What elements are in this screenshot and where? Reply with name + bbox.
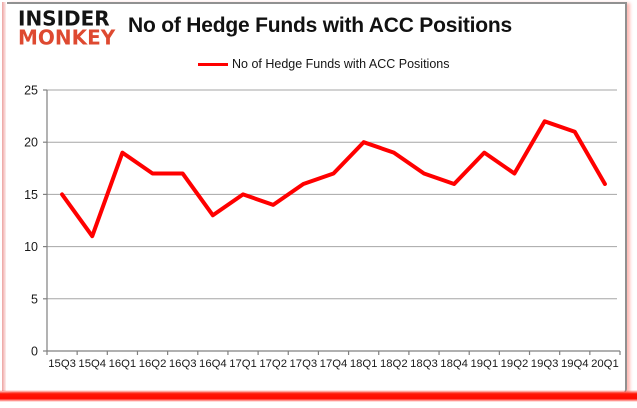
svg-text:19Q2: 19Q2 — [501, 358, 529, 370]
legend-label: No of Hedge Funds with ACC Positions — [232, 57, 450, 71]
svg-text:18Q1: 18Q1 — [350, 358, 378, 370]
svg-text:17Q4: 17Q4 — [320, 358, 348, 370]
svg-text:15: 15 — [24, 188, 38, 202]
svg-text:10: 10 — [24, 240, 38, 254]
card-border — [7, 2, 627, 392]
svg-text:18Q3: 18Q3 — [410, 358, 438, 370]
svg-text:16Q2: 16Q2 — [139, 358, 167, 370]
svg-text:17Q2: 17Q2 — [259, 358, 287, 370]
svg-text:20Q1: 20Q1 — [591, 358, 619, 370]
svg-text:16Q1: 16Q1 — [109, 358, 137, 370]
page-title: No of Hedge Funds with ACC Positions — [128, 14, 513, 37]
svg-text:17Q1: 17Q1 — [229, 358, 257, 370]
svg-text:19Q1: 19Q1 — [470, 358, 498, 370]
svg-text:16Q4: 16Q4 — [199, 358, 227, 370]
chart-legend: No of Hedge Funds with ACC Positions — [198, 57, 449, 71]
svg-text:15Q3: 15Q3 — [48, 358, 76, 370]
svg-text:19Q3: 19Q3 — [531, 358, 559, 370]
svg-text:15Q4: 15Q4 — [78, 358, 106, 370]
bottom-accent-bar — [0, 390, 637, 402]
svg-text:5: 5 — [31, 292, 38, 306]
svg-text:0: 0 — [31, 345, 38, 359]
insider-monkey-logo: INSIDER MONKEY — [18, 5, 116, 50]
svg-text:18Q4: 18Q4 — [440, 358, 468, 370]
svg-text:16Q3: 16Q3 — [169, 358, 197, 370]
logo-line-insider: INSIDER — [18, 5, 110, 31]
svg-text:25: 25 — [24, 84, 38, 98]
svg-text:17Q3: 17Q3 — [290, 358, 318, 370]
svg-text:18Q2: 18Q2 — [380, 358, 408, 370]
red-line-legend-swatch-icon — [198, 62, 228, 66]
svg-text:20: 20 — [24, 136, 38, 150]
left-accent-stripe — [2, 2, 6, 391]
svg-text:19Q4: 19Q4 — [561, 358, 589, 370]
logo-line-monkey: MONKEY — [18, 24, 116, 50]
